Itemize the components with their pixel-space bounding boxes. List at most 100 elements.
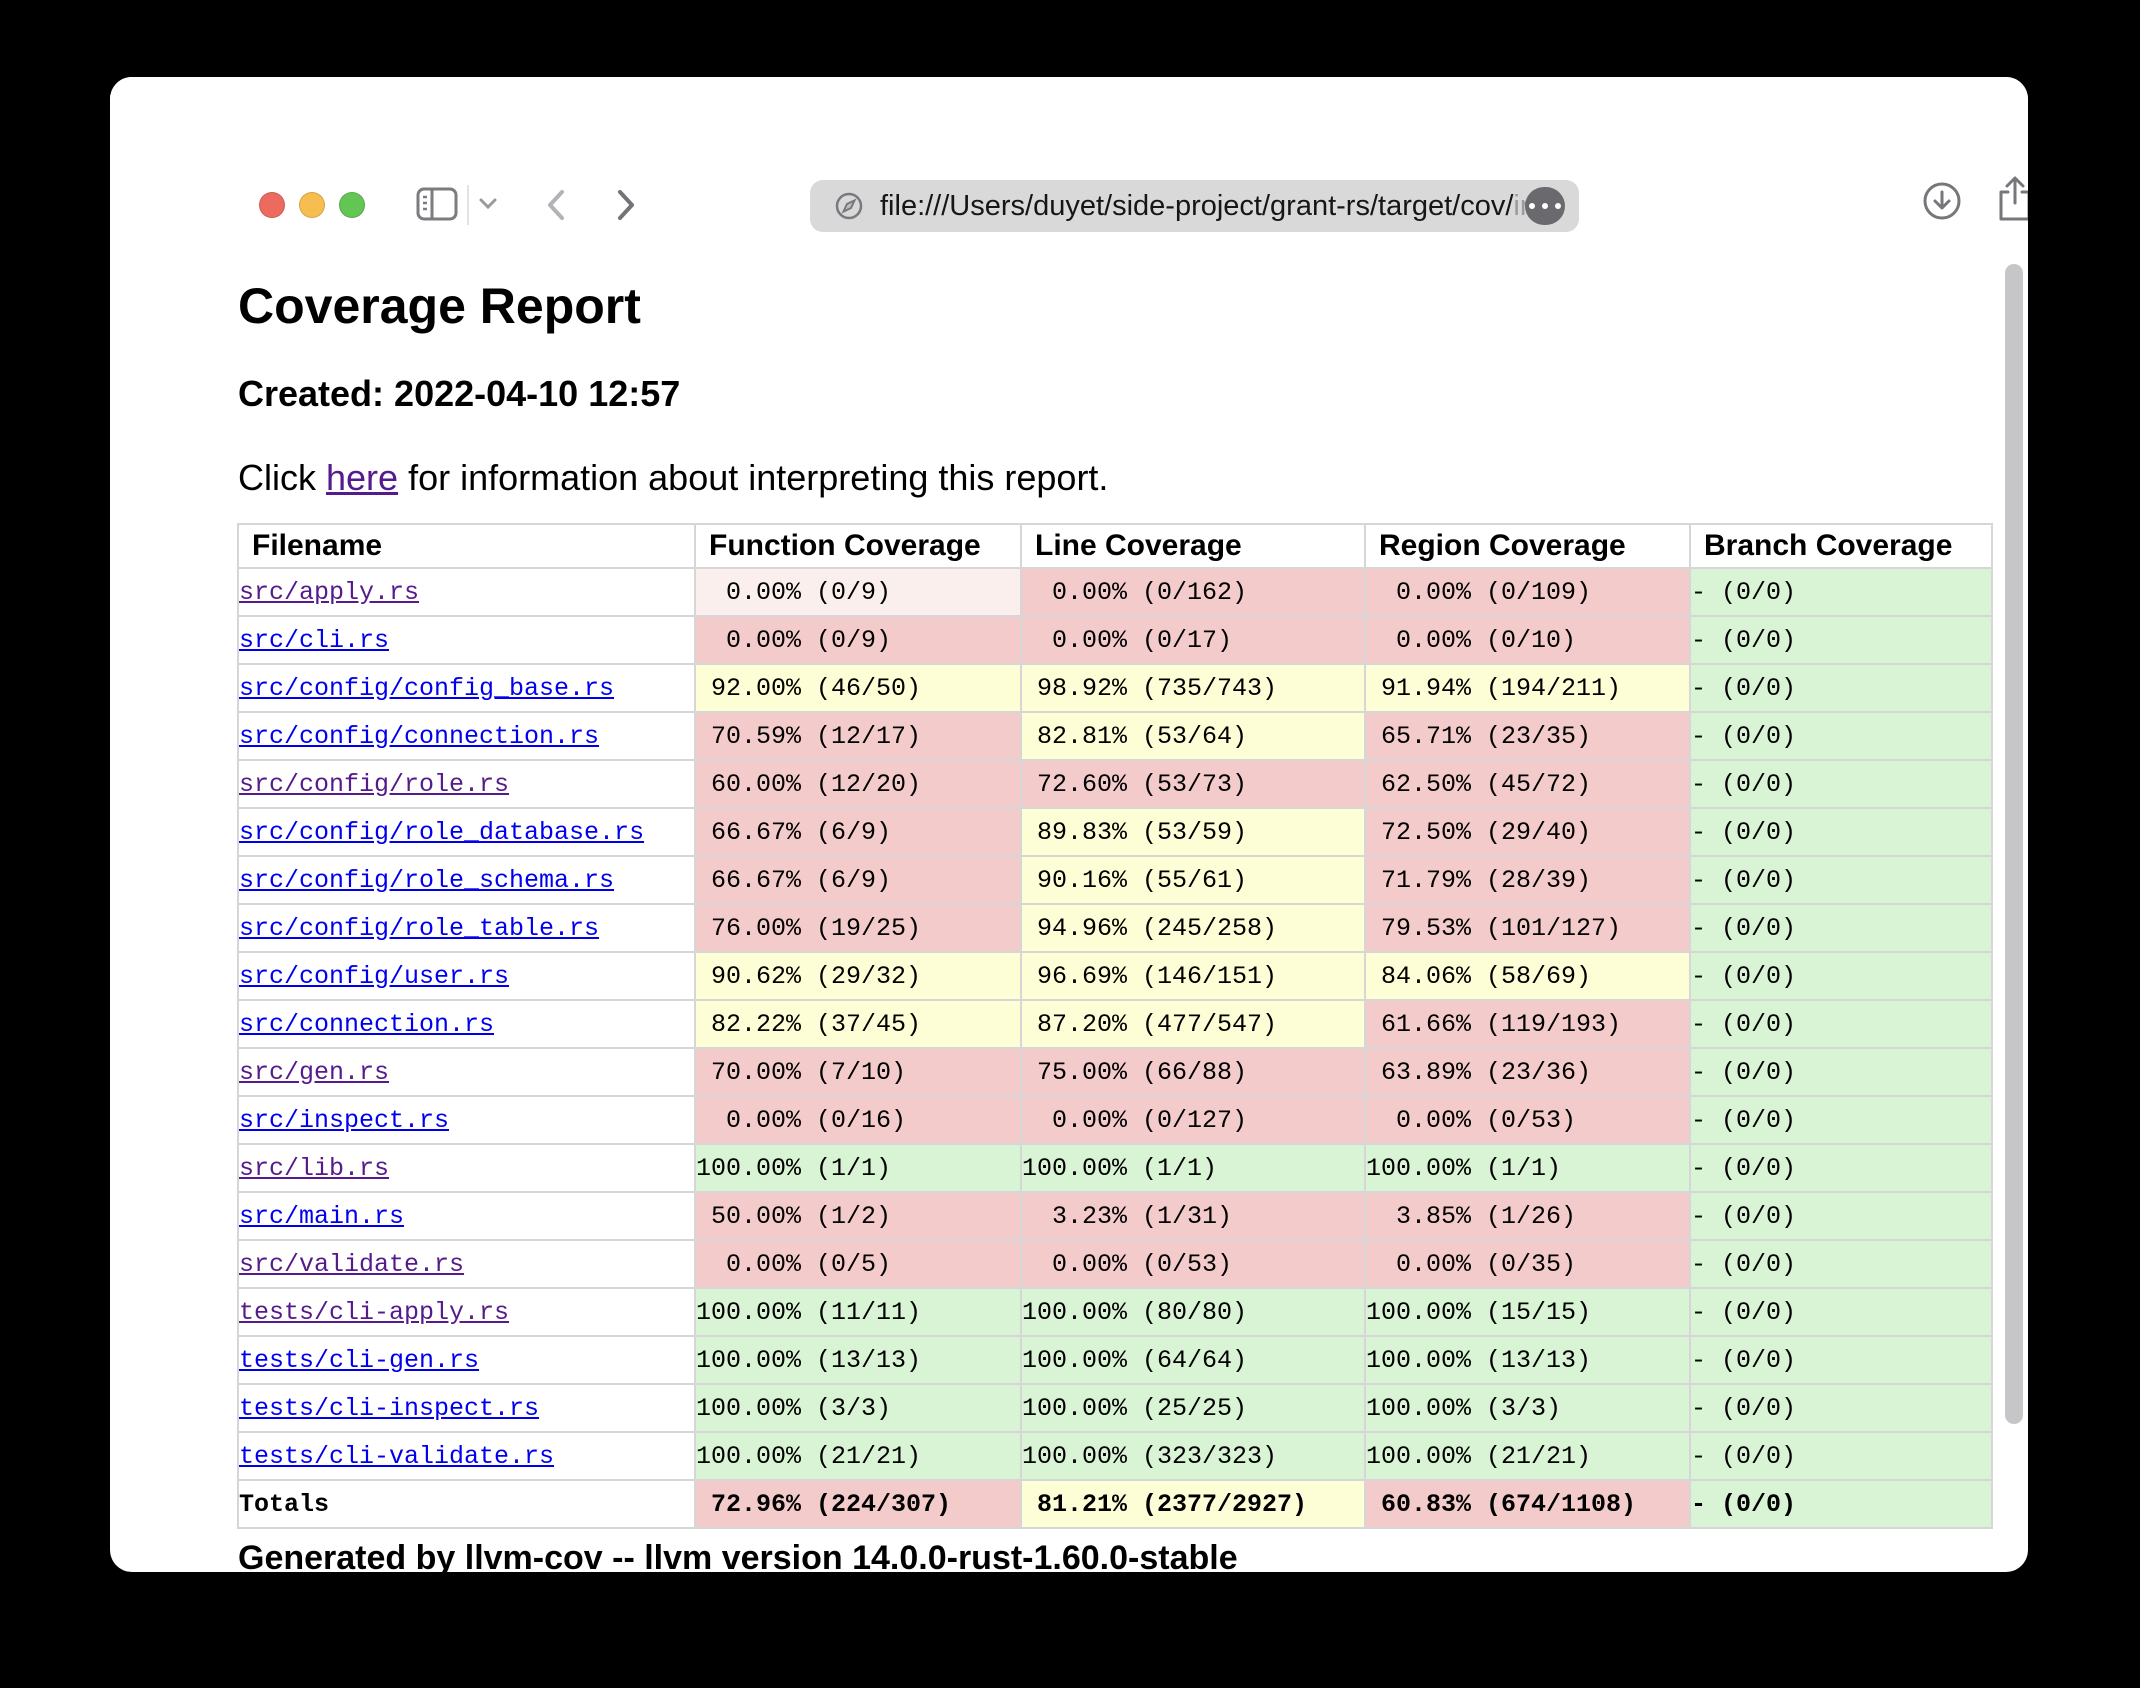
coverage-cell: 81.21% (2377/2927)	[1020, 1479, 1366, 1529]
table-row: tests/cli-gen.rs 100.00% (13/13) 100.00% (…	[237, 1335, 1993, 1385]
filename-cell: src/lib.rs	[237, 1143, 696, 1193]
minimize-window-button[interactable]	[299, 192, 325, 218]
coverage-cell: 100.00% (323/323)	[1020, 1431, 1366, 1481]
file-link[interactable]: src/validate.rs	[239, 1249, 465, 1279]
file-link[interactable]: src/main.rs	[239, 1201, 405, 1231]
coverage-cell: 90.62% (29/32)	[694, 951, 1022, 1001]
filename-cell: src/apply.rs	[237, 567, 696, 617]
table-row: src/config/role_database.rs 66.67% (6/9)…	[237, 807, 1993, 857]
totals-label: Totals	[237, 1479, 696, 1529]
branch-coverage-cell: - (0/0)	[1689, 999, 1993, 1049]
coverage-cell: 100.00% (13/13)	[1364, 1335, 1691, 1385]
toolbar-divider	[467, 185, 469, 225]
table-row: src/gen.rs 70.00% (7/10) 75.00% (66/88) …	[237, 1047, 1993, 1097]
table-row: src/config/user.rs 90.62% (29/32) 96.69%…	[237, 951, 1993, 1001]
coverage-cell: 98.92% (735/743)	[1020, 663, 1366, 713]
close-window-button[interactable]	[259, 192, 285, 218]
file-link[interactable]: src/config/role_schema.rs	[239, 865, 615, 895]
file-link[interactable]: src/cli.rs	[239, 625, 390, 655]
coverage-cell: 100.00% (25/25)	[1020, 1383, 1366, 1433]
forward-icon[interactable]	[616, 189, 636, 221]
file-link[interactable]: tests/cli-apply.rs	[239, 1297, 510, 1327]
file-link[interactable]: src/config/config_base.rs	[239, 673, 615, 703]
file-link[interactable]: src/apply.rs	[239, 577, 420, 607]
coverage-cell: 100.00% (21/21)	[1364, 1431, 1691, 1481]
here-link[interactable]: here	[326, 457, 399, 498]
coverage-cell: 66.67% (6/9)	[694, 855, 1022, 905]
coverage-cell: 0.00% (0/9)	[694, 615, 1022, 665]
coverage-cell: 60.83% (674/1108)	[1364, 1479, 1691, 1529]
table-row: src/config/role.rs 60.00% (12/20) 72.60%…	[237, 759, 1993, 809]
browser-window: file:///Users/duyet/side-project/grant-r…	[110, 77, 2028, 1572]
branch-coverage-cell: - (0/0)	[1689, 711, 1993, 761]
coverage-cell: 0.00% (0/162)	[1020, 567, 1366, 617]
coverage-cell: 0.00% (0/17)	[1020, 615, 1366, 665]
coverage-cell: 65.71% (23/35)	[1364, 711, 1691, 761]
file-link[interactable]: src/lib.rs	[239, 1153, 390, 1183]
page-compass-icon	[834, 191, 864, 221]
back-icon[interactable]	[546, 189, 566, 221]
coverage-cell: 82.81% (53/64)	[1020, 711, 1366, 761]
coverage-cell: 82.22% (37/45)	[694, 999, 1022, 1049]
table-row: src/config/config_base.rs 92.00% (46/50)…	[237, 663, 1993, 713]
file-link[interactable]: src/config/user.rs	[239, 961, 510, 991]
filename-cell: tests/cli-validate.rs	[237, 1431, 696, 1481]
vertical-scrollbar-thumb[interactable]	[2005, 264, 2023, 1424]
file-link[interactable]: src/config/role_database.rs	[239, 817, 645, 847]
coverage-cell: 92.00% (46/50)	[694, 663, 1022, 713]
file-link[interactable]: src/connection.rs	[239, 1009, 495, 1039]
coverage-cell: 3.85% (1/26)	[1364, 1191, 1691, 1241]
file-link[interactable]: src/gen.rs	[239, 1057, 390, 1087]
coverage-cell: 0.00% (0/127)	[1020, 1095, 1366, 1145]
coverage-cell: 100.00% (64/64)	[1020, 1335, 1366, 1385]
coverage-cell: 72.96% (224/307)	[694, 1479, 1022, 1529]
file-link[interactable]: src/inspect.rs	[239, 1105, 450, 1135]
table-row: src/cli.rs 0.00% (0/9) 0.00% (0/17) 0.00…	[237, 615, 1993, 665]
branch-coverage-cell: - (0/0)	[1689, 1479, 1993, 1529]
coverage-cell: 79.53% (101/127)	[1364, 903, 1691, 953]
table-row: src/validate.rs 0.00% (0/5) 0.00% (0/53)…	[237, 1239, 1993, 1289]
downloads-icon[interactable]	[1922, 181, 1962, 221]
file-link[interactable]: tests/cli-inspect.rs	[239, 1393, 540, 1423]
table-row: tests/cli-apply.rs 100.00% (11/11) 100.00%…	[237, 1287, 1993, 1337]
coverage-cell: 71.79% (28/39)	[1364, 855, 1691, 905]
coverage-cell: 0.00% (0/53)	[1364, 1095, 1691, 1145]
branch-coverage-cell: - (0/0)	[1689, 903, 1993, 953]
coverage-cell: 100.00% (80/80)	[1020, 1287, 1366, 1337]
coverage-cell: 61.66% (119/193)	[1364, 999, 1691, 1049]
filename-cell: src/config/connection.rs	[237, 711, 696, 761]
file-link[interactable]: tests/cli-gen.rs	[239, 1345, 480, 1375]
more-options-icon[interactable]	[1525, 187, 1565, 225]
table-row: src/lib.rs 100.00% (1/1) 100.00% (1/1) 100.…	[237, 1143, 1993, 1193]
share-icon[interactable]	[1996, 175, 2028, 223]
file-link[interactable]: src/config/connection.rs	[239, 721, 600, 751]
browser-toolbar: file:///Users/duyet/side-project/grant-r…	[110, 77, 2028, 245]
coverage-cell: 70.59% (12/17)	[694, 711, 1022, 761]
branch-coverage-cell: - (0/0)	[1689, 759, 1993, 809]
zoom-window-button[interactable]	[339, 192, 365, 218]
filename-cell: tests/cli-apply.rs	[237, 1287, 696, 1337]
filename-cell: src/cli.rs	[237, 615, 696, 665]
table-row: tests/cli-inspect.rs 100.00% (3/3) 100.00%…	[237, 1383, 1993, 1433]
branch-coverage-cell: - (0/0)	[1689, 1239, 1993, 1289]
address-bar[interactable]: file:///Users/duyet/side-project/grant-r…	[810, 180, 1579, 232]
coverage-cell: 100.00% (1/1)	[1364, 1143, 1691, 1193]
coverage-cell: 76.00% (19/25)	[694, 903, 1022, 953]
coverage-cell: 0.00% (0/35)	[1364, 1239, 1691, 1289]
coverage-cell: 72.60% (53/73)	[1020, 759, 1366, 809]
sidebar-toggle-icon[interactable]	[416, 186, 458, 222]
column-header-function-coverage: Function Coverage	[694, 523, 1022, 569]
branch-coverage-cell: - (0/0)	[1689, 1287, 1993, 1337]
filename-cell: src/config/user.rs	[237, 951, 696, 1001]
branch-coverage-cell: - (0/0)	[1689, 1383, 1993, 1433]
table-row: src/config/role_table.rs 76.00% (19/25) …	[237, 903, 1993, 953]
table-header-row: Filename Function Coverage Line Coverage Re…	[237, 523, 1993, 569]
file-link[interactable]: src/config/role_table.rs	[239, 913, 600, 943]
chevron-down-icon[interactable]	[478, 197, 498, 211]
table-row: src/config/connection.rs 70.59% (12/17) …	[237, 711, 1993, 761]
filename-cell: tests/cli-gen.rs	[237, 1335, 696, 1385]
file-link[interactable]: tests/cli-validate.rs	[239, 1441, 555, 1471]
filename-cell: src/main.rs	[237, 1191, 696, 1241]
file-link[interactable]: src/config/role.rs	[239, 769, 510, 799]
url-text: file:///Users/duyet/side-project/grant-r…	[880, 190, 1536, 223]
